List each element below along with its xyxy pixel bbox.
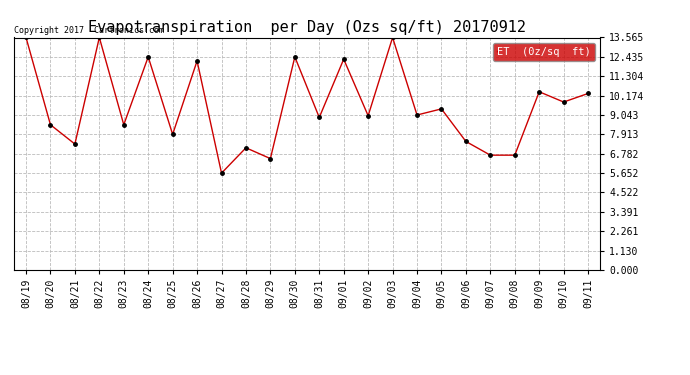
Text: Copyright 2017  Cartronics.com: Copyright 2017 Cartronics.com xyxy=(14,26,164,35)
Title: Evapotranspiration  per Day (Ozs sq/ft) 20170912: Evapotranspiration per Day (Ozs sq/ft) 2… xyxy=(88,20,526,35)
Legend: ET  (0z/sq  ft): ET (0z/sq ft) xyxy=(493,43,595,61)
